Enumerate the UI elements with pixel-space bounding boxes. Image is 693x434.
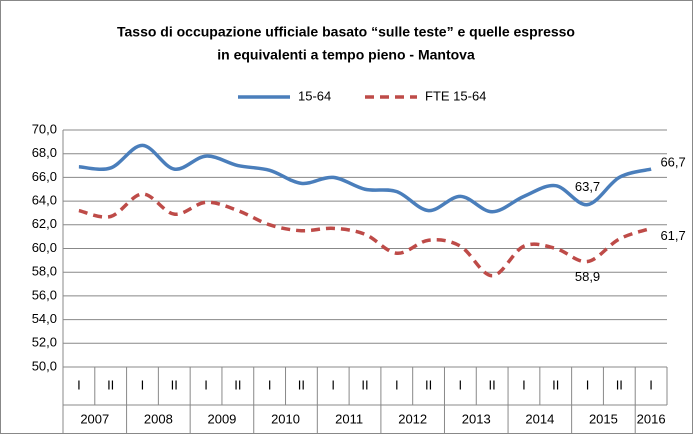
year-label: 2010 [271, 411, 300, 426]
legend-label: FTE 15-64 [425, 88, 486, 103]
year-label: 2013 [462, 411, 491, 426]
y-tick-label: 64,0 [32, 193, 57, 208]
y-tick-label: 54,0 [32, 311, 57, 326]
year-label: 2016 [637, 411, 666, 426]
x-tick-label: I [649, 377, 653, 392]
x-tick-label: I [268, 377, 272, 392]
year-label: 2007 [80, 411, 109, 426]
chart-title: Tasso di occupazione ufficiale basato “s… [117, 24, 575, 40]
legend-label: 15-64 [298, 88, 331, 103]
line-series [78, 143, 652, 214]
x-tick-label: II [552, 377, 559, 392]
y-tick-label: 68,0 [32, 145, 57, 160]
x-tick-label: II [107, 377, 114, 392]
y-tick-label: 70,0 [32, 121, 57, 136]
y-tick-label: 60,0 [32, 240, 57, 255]
x-tick-label: II [425, 377, 432, 392]
x-tick-label: I [141, 377, 145, 392]
line-series [78, 192, 652, 278]
x-tick-label: I [459, 377, 463, 392]
x-tick-label: II [234, 377, 241, 392]
y-tick-label: 52,0 [32, 335, 57, 350]
year-label: 2011 [335, 411, 363, 426]
x-tick-label: I [586, 377, 590, 392]
x-tick-label: II [298, 377, 305, 392]
x-tick-label: II [171, 377, 178, 392]
data-label: 61,7 [660, 228, 685, 243]
x-tick-label: I [522, 377, 526, 392]
year-label: 2012 [398, 411, 427, 426]
y-tick-label: 50,0 [32, 358, 57, 373]
x-tick-label: II [616, 377, 623, 392]
y-tick-label: 62,0 [32, 216, 57, 231]
year-label: 2015 [589, 411, 618, 426]
x-tick-label: I [204, 377, 208, 392]
data-label: 66,7 [660, 155, 685, 170]
year-label: 2008 [144, 411, 173, 426]
y-tick-label: 58,0 [32, 264, 57, 279]
y-tick-label: 66,0 [32, 169, 57, 184]
chart-title: in equivalenti a tempo pieno - Mantova [217, 47, 475, 63]
year-label: 2009 [207, 411, 236, 426]
data-label: 58,9 [575, 269, 600, 284]
x-tick-label: I [331, 377, 335, 392]
x-tick-label: II [361, 377, 368, 392]
x-tick-label: I [77, 377, 81, 392]
year-label: 2014 [525, 411, 554, 426]
y-tick-label: 56,0 [32, 287, 57, 302]
x-tick-label: I [395, 377, 399, 392]
data-label: 63,7 [575, 179, 600, 194]
x-tick-label: II [489, 377, 496, 392]
